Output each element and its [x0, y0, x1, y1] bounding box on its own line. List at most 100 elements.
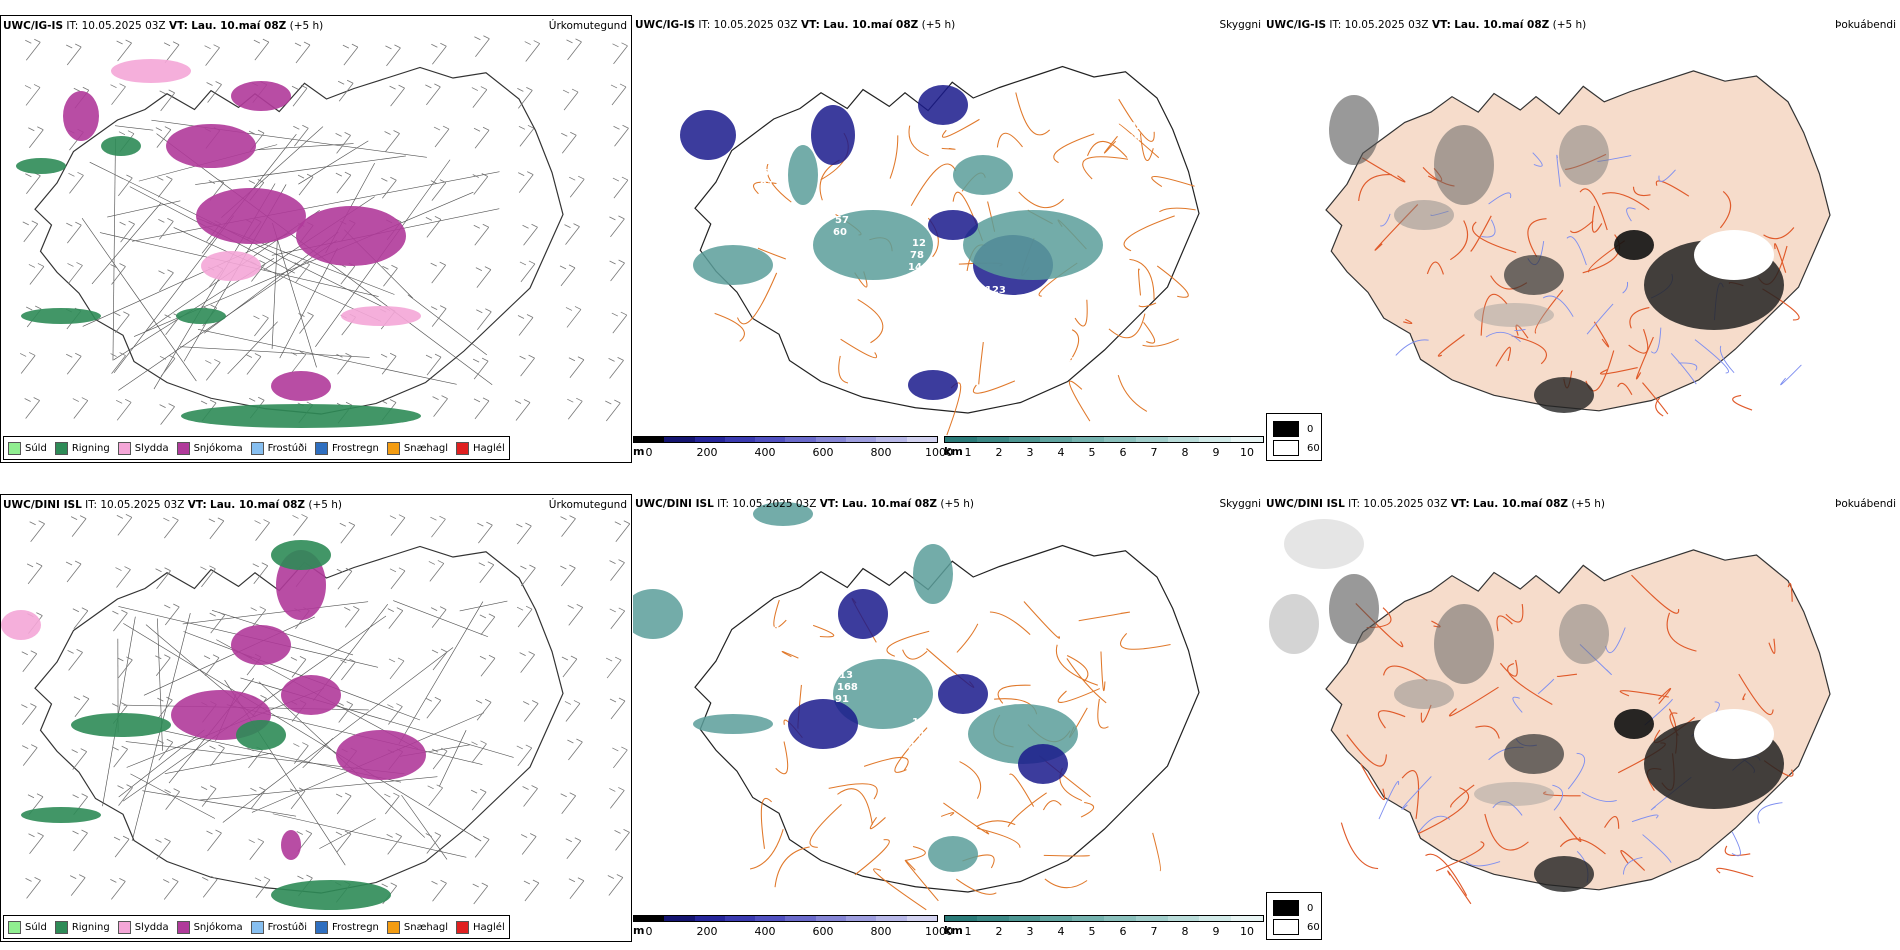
wind-barb — [110, 263, 126, 285]
legend-item-5: Frostregn — [315, 441, 379, 455]
wind-barb — [25, 172, 41, 195]
road-line — [1086, 140, 1128, 158]
road-line — [1437, 334, 1465, 357]
cloud-base-label: 74 — [906, 274, 920, 285]
terrain-shade — [1694, 709, 1774, 759]
terrain-shade — [1269, 594, 1319, 654]
colorbar-tick: 8 — [1181, 925, 1189, 938]
road-line — [1763, 227, 1795, 240]
wind-barb — [72, 829, 88, 852]
wind-barb — [66, 352, 82, 375]
cloud-base-label: 17 — [693, 576, 707, 587]
precip-variable-title: Úrkomutegund — [548, 20, 627, 32]
wind-barb — [514, 399, 531, 421]
road-line — [1117, 374, 1148, 412]
road-line — [760, 797, 773, 849]
road-line — [1724, 845, 1751, 857]
road-line — [1515, 324, 1529, 339]
road-line — [227, 321, 278, 375]
wind-barb — [479, 613, 496, 636]
road-line — [1768, 638, 1776, 654]
wind-barb — [609, 215, 625, 238]
cloud-area — [928, 210, 978, 240]
road-line — [1159, 207, 1196, 213]
road-line — [941, 147, 956, 150]
wind-barb — [522, 700, 539, 722]
precip-area — [336, 730, 426, 780]
cloud-area — [633, 589, 683, 639]
road-line — [1569, 220, 1594, 234]
wind-barb — [337, 79, 354, 102]
cloud-base-label: 15 — [762, 647, 776, 658]
legend-label: Snjókoma — [193, 921, 243, 933]
wind-barb — [164, 603, 180, 626]
road-line — [1103, 135, 1118, 154]
wind-barb — [205, 359, 221, 381]
wind-barb — [202, 876, 218, 898]
colorbar-tick: 4 — [1057, 446, 1065, 459]
road-line — [1360, 763, 1386, 801]
colorbar-tick: 400 — [754, 925, 776, 938]
terrain-shade — [1694, 230, 1774, 280]
wind-barb — [387, 607, 404, 629]
wind-barb — [67, 262, 83, 284]
wind-barb — [337, 701, 354, 723]
legend-item-0: Súld — [8, 920, 47, 934]
wind-barb — [294, 261, 310, 283]
cloud-base-label: 197 — [981, 309, 1002, 320]
river-line — [1631, 814, 1659, 823]
wind-barb — [520, 833, 537, 855]
wind-barb — [565, 306, 582, 328]
wind-barb — [26, 562, 43, 585]
wind-barb — [520, 564, 536, 587]
wind-barb — [430, 515, 446, 538]
road-line — [1074, 299, 1088, 327]
wind-barb — [116, 39, 132, 62]
wind-barb — [612, 42, 628, 65]
road-line — [1632, 186, 1651, 197]
road-line — [1042, 800, 1062, 811]
cloud-base-label: 146 — [908, 262, 929, 273]
visibility-colorbar-1: km 1 2 3 4 5 6 7 8 9 10 — [944, 436, 1264, 468]
cloud-base-label: 60 — [833, 227, 847, 238]
road-line — [908, 125, 929, 157]
road-line — [82, 232, 290, 327]
legend-label: Rigning — [71, 921, 110, 933]
road-line — [1579, 188, 1608, 231]
wind-barb — [612, 176, 629, 199]
cloud-area — [963, 210, 1103, 280]
road-line — [123, 623, 482, 842]
legend-swatch — [250, 920, 264, 934]
wind-barb — [163, 41, 180, 64]
road-line — [775, 741, 789, 775]
wind-barb — [472, 882, 489, 905]
cloud-area — [788, 699, 858, 749]
terrain-shade — [1434, 604, 1494, 684]
cloud-area — [908, 370, 958, 400]
legend-label: Frostúði — [267, 921, 307, 933]
wind-barb — [389, 84, 405, 107]
road-line — [393, 600, 489, 638]
road-line — [1631, 574, 1680, 614]
colorbar-tick: 2 — [995, 925, 1003, 938]
precip-area — [231, 81, 291, 111]
cloud-base-label: 144 — [1131, 109, 1152, 120]
terrain-shade — [1559, 125, 1609, 185]
road-line — [180, 346, 370, 358]
river-line — [1694, 339, 1729, 374]
wind-barb — [28, 832, 44, 855]
road-line — [182, 601, 369, 625]
wind-barb — [344, 605, 360, 628]
wind-barb — [425, 696, 442, 719]
wind-barb — [431, 879, 447, 902]
legend-label: Haglél — [473, 442, 505, 454]
precip-area — [101, 136, 141, 156]
wind-barb — [342, 43, 359, 66]
legend-item-3: Snjókoma — [176, 441, 243, 455]
road-line — [271, 239, 278, 349]
wind-barb — [250, 786, 266, 809]
cloud-area — [928, 836, 978, 872]
legend-swatch — [315, 441, 328, 455]
road-line — [130, 773, 216, 819]
wind-barb — [335, 792, 352, 815]
